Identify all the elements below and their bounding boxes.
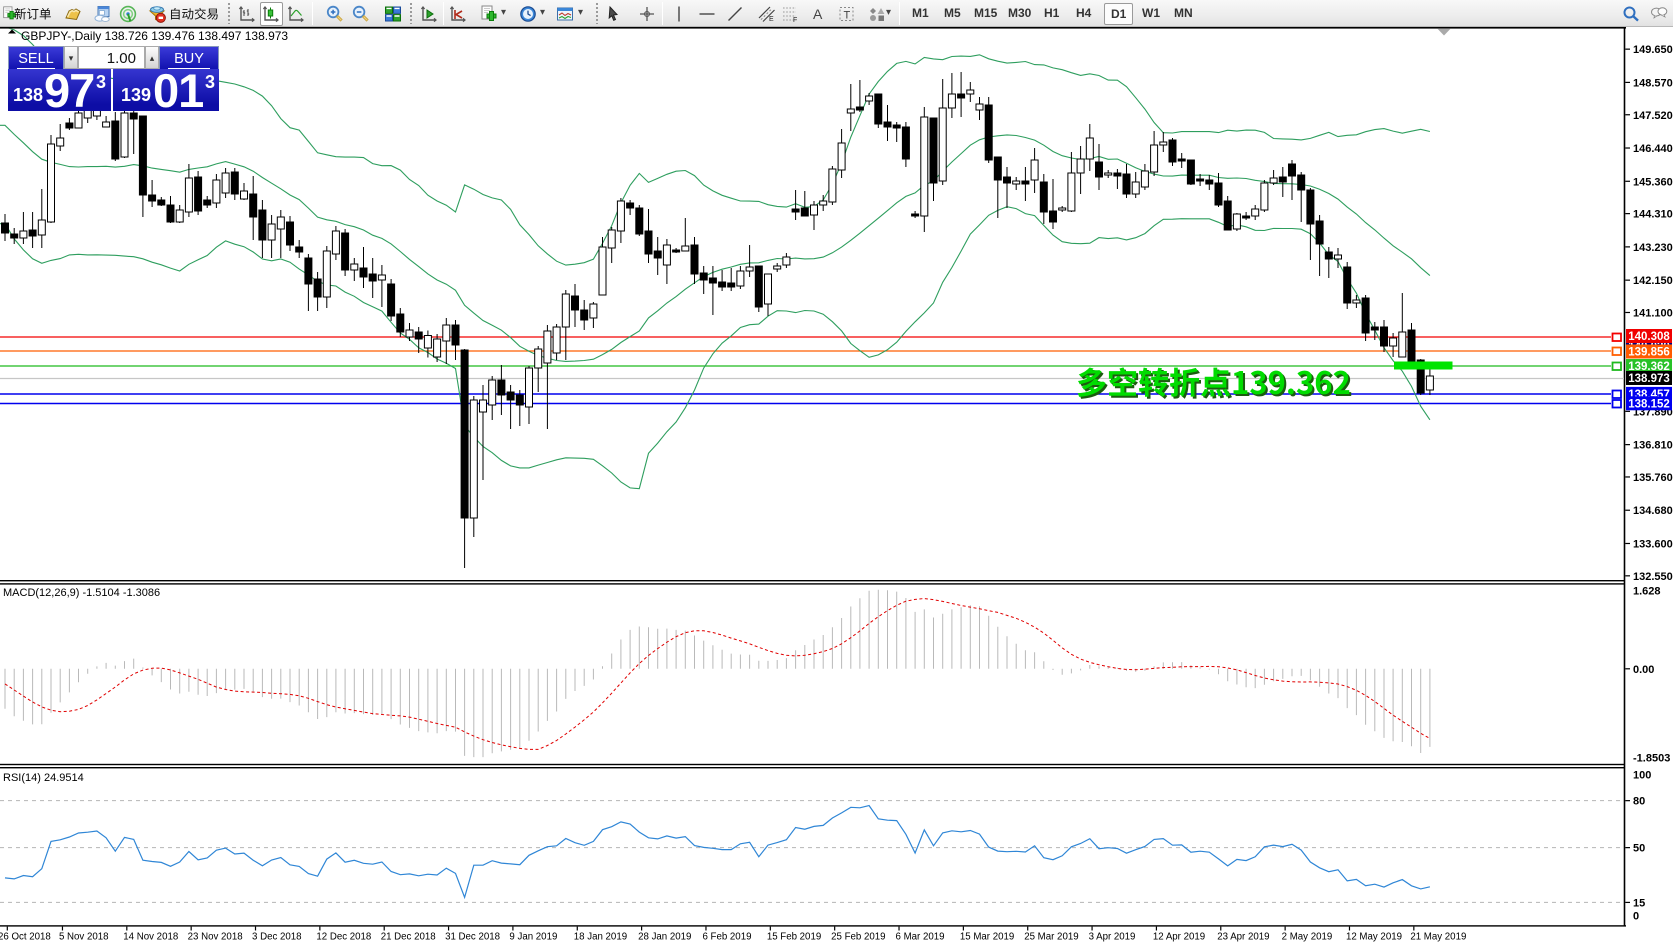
svg-text:139.362: 139.362 bbox=[1628, 361, 1670, 373]
svg-text:100: 100 bbox=[1633, 770, 1651, 782]
svg-text:142.150: 142.150 bbox=[1633, 275, 1673, 287]
svg-text:134.680: 134.680 bbox=[1633, 505, 1673, 517]
svg-text:31 Dec 2018: 31 Dec 2018 bbox=[445, 932, 500, 943]
svg-text:3 Apr 2019: 3 Apr 2019 bbox=[1089, 932, 1136, 943]
svg-text:26 Oct 2018: 26 Oct 2018 bbox=[0, 932, 51, 943]
svg-text:139.856: 139.856 bbox=[1628, 347, 1670, 359]
svg-text:18 Jan 2019: 18 Jan 2019 bbox=[574, 932, 627, 943]
svg-text:15 Mar 2019: 15 Mar 2019 bbox=[960, 932, 1014, 943]
svg-text:MACD(12,26,9) -1.5104 -1.3086: MACD(12,26,9) -1.5104 -1.3086 bbox=[3, 587, 160, 599]
svg-text:80: 80 bbox=[1633, 796, 1645, 808]
svg-text:143.230: 143.230 bbox=[1633, 242, 1673, 254]
svg-text:15: 15 bbox=[1633, 897, 1645, 909]
svg-text:133.600: 133.600 bbox=[1633, 538, 1673, 550]
svg-text:50: 50 bbox=[1633, 843, 1645, 855]
svg-text:T: T bbox=[844, 10, 851, 22]
svg-text:E: E bbox=[769, 16, 774, 23]
svg-text:135.760: 135.760 bbox=[1633, 472, 1673, 484]
svg-text:5 Nov 2018: 5 Nov 2018 bbox=[59, 932, 109, 943]
svg-text:A: A bbox=[813, 6, 823, 22]
svg-text:149.650: 149.650 bbox=[1633, 44, 1673, 56]
svg-text:138.152: 138.152 bbox=[1628, 398, 1670, 410]
svg-text:GBPJPY-,Daily 138.726 139.476: GBPJPY-,Daily 138.726 139.476 138.497 13… bbox=[21, 29, 288, 43]
svg-text:148.570: 148.570 bbox=[1633, 77, 1673, 89]
svg-text:6 Feb 2019: 6 Feb 2019 bbox=[702, 932, 751, 943]
svg-text:6 Mar 2019: 6 Mar 2019 bbox=[896, 932, 945, 943]
svg-text:9 Jan 2019: 9 Jan 2019 bbox=[509, 932, 557, 943]
svg-text:144.310: 144.310 bbox=[1633, 209, 1673, 221]
svg-text:1.628: 1.628 bbox=[1633, 585, 1661, 597]
svg-text:146.440: 146.440 bbox=[1633, 143, 1673, 155]
svg-text:12 Dec 2018: 12 Dec 2018 bbox=[316, 932, 371, 943]
svg-text:21 May 2019: 21 May 2019 bbox=[1410, 932, 1466, 943]
svg-text:141.100: 141.100 bbox=[1633, 307, 1673, 319]
svg-text:147.520: 147.520 bbox=[1633, 110, 1673, 122]
svg-text:2 May 2019: 2 May 2019 bbox=[1282, 932, 1333, 943]
svg-text:-1.8503: -1.8503 bbox=[1633, 753, 1670, 765]
svg-text:145.360: 145.360 bbox=[1633, 176, 1673, 188]
svg-text:12 May 2019: 12 May 2019 bbox=[1346, 932, 1402, 943]
svg-text:RSI(14) 24.9514: RSI(14) 24.9514 bbox=[3, 772, 84, 784]
svg-text:23 Nov 2018: 23 Nov 2018 bbox=[188, 932, 243, 943]
svg-text:28 Jan 2019: 28 Jan 2019 bbox=[638, 932, 691, 943]
svg-text:12 Apr 2019: 12 Apr 2019 bbox=[1153, 932, 1205, 943]
svg-text:23 Apr 2019: 23 Apr 2019 bbox=[1217, 932, 1269, 943]
svg-text:0.00: 0.00 bbox=[1633, 664, 1654, 676]
svg-text:25 Feb 2019: 25 Feb 2019 bbox=[831, 932, 885, 943]
svg-text:14 Nov 2018: 14 Nov 2018 bbox=[123, 932, 178, 943]
svg-text:F: F bbox=[793, 17, 797, 23]
svg-text:0: 0 bbox=[1633, 911, 1639, 923]
svg-text:3 Dec 2018: 3 Dec 2018 bbox=[252, 932, 302, 943]
svg-text:138.973: 138.973 bbox=[1628, 373, 1670, 385]
svg-text:21 Dec 2018: 21 Dec 2018 bbox=[381, 932, 436, 943]
svg-text:136.810: 136.810 bbox=[1633, 440, 1673, 452]
svg-text:140.308: 140.308 bbox=[1628, 331, 1670, 343]
svg-text:15 Feb 2019: 15 Feb 2019 bbox=[767, 932, 821, 943]
svg-text:132.550: 132.550 bbox=[1633, 571, 1673, 583]
svg-text:25 Mar 2019: 25 Mar 2019 bbox=[1024, 932, 1078, 943]
